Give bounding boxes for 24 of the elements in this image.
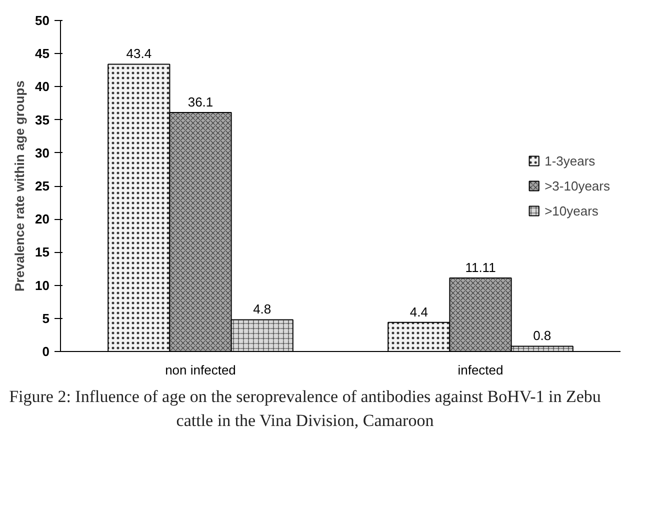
- legend-label: 1-3years: [544, 153, 596, 168]
- y-axis-title: Prevalence rate within age groups: [12, 80, 28, 292]
- y-tick-label: 50: [35, 13, 50, 28]
- y-tick-label: 10: [35, 278, 50, 293]
- data-label: 0.8: [533, 328, 552, 344]
- x-tick-label: non infected: [165, 362, 236, 378]
- caption: Figure 2: Influence of age on the seroprevalence of antibodies against BoHV-1 in Zebu cattle in the Vina Division, Camaroon: [8, 386, 602, 432]
- y-tick-label: 35: [35, 112, 50, 128]
- y-tick-label: 40: [35, 79, 50, 94]
- y-tick-label: 15: [35, 244, 50, 260]
- legend-label: >3-10years: [544, 178, 610, 193]
- data-label: 11.11: [465, 260, 496, 275]
- data-label: 4.8: [253, 302, 272, 317]
- y-tick-label: 0: [42, 344, 50, 359]
- data-label: 43.4: [126, 46, 152, 62]
- y-tick-label: 20: [35, 212, 50, 227]
- y-tick-label: 5: [42, 310, 50, 326]
- data-label: 36.1: [188, 94, 214, 110]
- data-label: 4.4: [410, 304, 428, 320]
- x-tick-label: infected: [458, 362, 504, 378]
- y-tick-label: 30: [35, 145, 50, 160]
- y-tick-label: 45: [35, 46, 50, 62]
- y-tick-label: 25: [35, 178, 50, 194]
- legend-label: >10years: [544, 203, 598, 218]
